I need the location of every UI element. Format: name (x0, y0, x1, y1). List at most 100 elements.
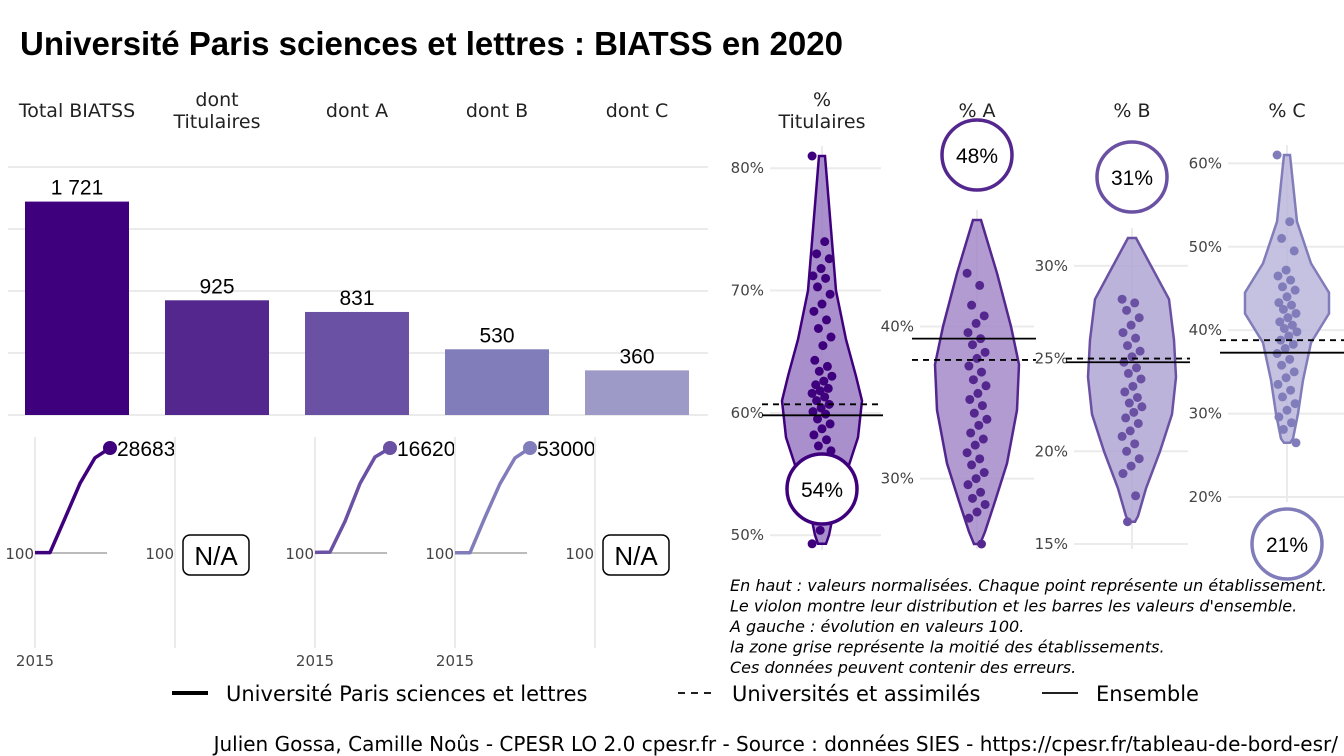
violin-point (813, 414, 822, 424)
violin-point (1273, 379, 1283, 389)
violin-point (807, 151, 817, 161)
violin-point (1125, 426, 1135, 436)
violin-point (1126, 461, 1136, 471)
violin-point (976, 487, 986, 497)
violin-point (817, 299, 827, 309)
bar-value-label: 360 (619, 345, 654, 368)
violin-point (1274, 412, 1284, 422)
note-line: la zone grise représente la moitié des é… (730, 638, 1165, 657)
violin-point (1282, 405, 1292, 415)
spark-end-point (383, 441, 397, 455)
violin-point (1118, 328, 1128, 338)
legend-label: Ensemble (1096, 682, 1199, 706)
violin-point (1283, 313, 1293, 323)
violin-point (1290, 285, 1300, 295)
value-bubble-label: 48% (956, 145, 998, 168)
bar (445, 349, 549, 415)
violin-point (820, 392, 830, 402)
violin-point (1273, 271, 1283, 281)
violin-point (815, 525, 825, 535)
violin-point (964, 513, 974, 523)
violin-point (968, 340, 977, 350)
violin-point (1279, 324, 1289, 334)
violin-point (977, 367, 986, 377)
violin-point (1291, 438, 1301, 448)
violin-point (817, 424, 827, 434)
violin-point (1131, 333, 1141, 343)
violin-point (975, 280, 985, 290)
violin-point (1278, 392, 1287, 402)
value-bubble-label: 54% (801, 479, 843, 502)
bar (165, 300, 269, 415)
violin-point (970, 440, 980, 450)
violin-point (978, 434, 988, 444)
violin-point (1126, 320, 1136, 330)
violin-point (1131, 491, 1141, 501)
spark-end-label: 53000 (537, 438, 595, 461)
violin-point (980, 347, 990, 357)
violin-tick-label: 60% (1189, 154, 1222, 172)
violin-point (981, 381, 991, 391)
violin-point (975, 454, 985, 464)
violin-point (1284, 331, 1294, 341)
violin-point (1289, 367, 1299, 377)
value-bubble (1250, 507, 1324, 581)
violin-point (1285, 354, 1295, 364)
violin-point (971, 474, 981, 484)
violin-point (813, 282, 822, 292)
spark-end-label: 28683 (117, 438, 175, 461)
bar-value-label: 1 721 (51, 177, 104, 200)
spark-end-point (103, 441, 117, 455)
violin-point (814, 366, 824, 376)
violin-tick-label: 30% (1189, 405, 1222, 423)
value-bubble-label: 31% (1111, 167, 1153, 190)
violin-point (964, 361, 974, 371)
violin-point (1128, 381, 1138, 391)
bar-value-label: 831 (339, 287, 374, 310)
violin-point (819, 376, 829, 386)
violin-point (1129, 407, 1139, 417)
violin-point (1282, 292, 1292, 302)
violin-point (821, 409, 831, 419)
violin-tick-label: 50% (1189, 238, 1222, 256)
violin-point (824, 254, 834, 264)
violin-tick-label: 70% (731, 282, 764, 300)
violin-point (825, 419, 835, 429)
value-bubble (940, 118, 1014, 192)
violin-point (971, 318, 981, 328)
bar-value-label: 925 (199, 275, 234, 298)
violin-tick-label: 20% (1035, 442, 1068, 460)
spark-line (454, 446, 531, 555)
violin-point (821, 273, 831, 283)
violin-point (809, 306, 819, 316)
violin-point (807, 388, 817, 398)
violin-point (1278, 304, 1288, 314)
violin-point (1117, 431, 1127, 441)
violin-point (1122, 305, 1132, 315)
spark-start-label: 100 (145, 545, 174, 563)
violin-header: % C (1268, 100, 1305, 122)
violin-point (812, 396, 822, 406)
violin-point (979, 311, 989, 321)
violin-point (1288, 339, 1298, 349)
violin-point (820, 237, 830, 247)
violin-point (1130, 439, 1140, 449)
violin-point (813, 323, 823, 333)
spark-start-label: 100 (565, 545, 594, 563)
violin-tick-label: 40% (1189, 321, 1222, 339)
violin-header: % A (958, 100, 995, 122)
violin-tick-label: 30% (1035, 257, 1068, 275)
bar-category-label: dont C (606, 100, 668, 122)
violin-point (963, 480, 973, 490)
violin-point (1132, 363, 1141, 373)
violin-point (1135, 346, 1145, 356)
violin-tick-label: 15% (1035, 535, 1068, 553)
note-line: Ces données peuvent contenir des erreurs… (730, 658, 1076, 677)
bar-value-label: 530 (479, 324, 514, 347)
bar-category-label: dont B (466, 100, 528, 122)
violin-point (982, 414, 992, 424)
violin-header: % Titulaires (778, 89, 866, 133)
spark-start-label: 100 (5, 545, 34, 563)
note-line: Le violon montre leur distribution et le… (730, 597, 1297, 616)
violin-point (1123, 341, 1132, 351)
